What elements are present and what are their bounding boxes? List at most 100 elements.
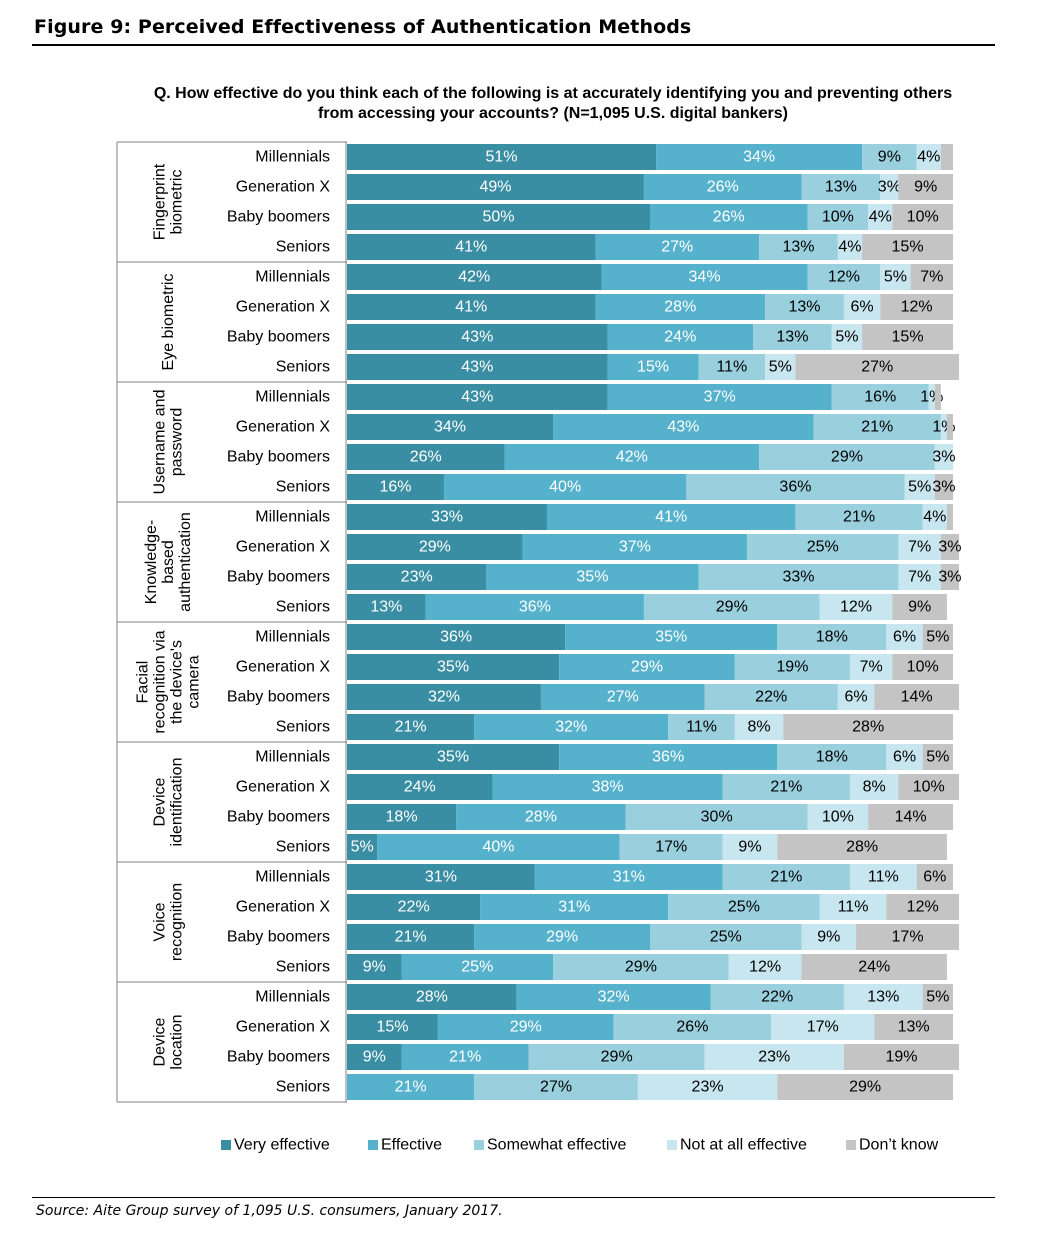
data-label: 16% bbox=[864, 389, 896, 406]
category-label: Seniors bbox=[276, 359, 330, 376]
data-label: 43% bbox=[461, 389, 493, 406]
data-label: 36% bbox=[779, 479, 811, 496]
legend-swatch bbox=[474, 1140, 484, 1150]
bar-segment bbox=[650, 924, 802, 950]
bar-segment bbox=[886, 744, 923, 770]
bar-segment bbox=[347, 384, 608, 410]
chart-question: Q. How effective do you think each of th… bbox=[153, 85, 953, 122]
bar-segment bbox=[347, 804, 457, 830]
data-label: 6% bbox=[851, 299, 874, 316]
data-label: 42% bbox=[616, 449, 648, 466]
data-label: 6% bbox=[893, 749, 916, 766]
bar-segment bbox=[474, 924, 650, 950]
bar-segment bbox=[759, 234, 838, 260]
bar-segment bbox=[849, 654, 893, 680]
bar-segment bbox=[940, 144, 953, 170]
bar-segment bbox=[637, 1074, 778, 1100]
bar-segment bbox=[553, 414, 814, 440]
bar-segment bbox=[892, 654, 953, 680]
data-label: 43% bbox=[461, 329, 493, 346]
bar-segment bbox=[765, 354, 796, 380]
bar-segment bbox=[347, 414, 554, 440]
data-label: 17% bbox=[655, 839, 687, 856]
data-label: 13% bbox=[370, 599, 402, 616]
group-label-line: location bbox=[169, 1014, 186, 1069]
bar-segment bbox=[504, 444, 760, 470]
bar-segment bbox=[777, 834, 947, 860]
bar-segment bbox=[347, 834, 378, 860]
bar-segment bbox=[874, 684, 960, 710]
data-label: 9% bbox=[817, 929, 840, 946]
bar-segment bbox=[650, 204, 808, 230]
group-label: Facialrecognition viathe device'scamera bbox=[135, 630, 203, 733]
data-label: 9% bbox=[914, 179, 937, 196]
bar-segment bbox=[765, 294, 844, 320]
data-label: 11% bbox=[686, 719, 717, 736]
data-label: 12% bbox=[828, 269, 860, 286]
data-label: 5% bbox=[908, 479, 931, 496]
category-label: Millennials bbox=[255, 269, 330, 286]
data-label: 14% bbox=[895, 809, 927, 826]
bar-segment bbox=[771, 1014, 875, 1040]
bar-segment bbox=[347, 954, 402, 980]
bar-segment bbox=[516, 984, 711, 1010]
data-label: 15% bbox=[892, 329, 924, 346]
data-label: 4% bbox=[838, 239, 861, 256]
data-label: 29% bbox=[631, 659, 663, 676]
figure-title: Figure 9: Perceived Effectiveness of Aut… bbox=[34, 16, 692, 38]
bar-segment bbox=[807, 264, 881, 290]
group-label-line: Facial bbox=[135, 661, 152, 704]
category-label: Baby boomers bbox=[227, 329, 330, 346]
bar-segment bbox=[759, 444, 935, 470]
legend-label: Somewhat effective bbox=[487, 1137, 626, 1154]
group-label: Username andpassword bbox=[152, 390, 186, 495]
category-label: Seniors bbox=[276, 239, 330, 256]
bar-segment bbox=[456, 804, 626, 830]
bar-segment bbox=[347, 234, 596, 260]
bar-segment bbox=[898, 174, 953, 200]
data-label: 13% bbox=[776, 329, 808, 346]
data-label: 13% bbox=[782, 239, 814, 256]
data-label: 34% bbox=[434, 419, 466, 436]
bar-segment bbox=[704, 684, 838, 710]
bar-segment bbox=[934, 384, 941, 410]
data-label: 3% bbox=[938, 569, 961, 586]
bar-segment bbox=[722, 864, 850, 890]
bar-segment bbox=[777, 1074, 953, 1100]
bar-segment bbox=[347, 444, 505, 470]
data-label: 37% bbox=[704, 389, 736, 406]
data-label: 36% bbox=[652, 749, 684, 766]
bar-segment bbox=[886, 624, 923, 650]
bar-segment bbox=[347, 504, 547, 530]
category-label: Millennials bbox=[255, 389, 330, 406]
category-label: Millennials bbox=[255, 629, 330, 646]
data-label: 21% bbox=[770, 869, 802, 886]
bar-segment bbox=[437, 1014, 614, 1040]
bar-segment bbox=[734, 714, 784, 740]
bar-segment bbox=[534, 864, 723, 890]
bar-segment bbox=[862, 234, 953, 260]
group-label-line: identification bbox=[169, 758, 186, 847]
data-label: 11% bbox=[838, 899, 869, 916]
category-label: Generation X bbox=[236, 899, 331, 916]
bar-segment bbox=[849, 864, 917, 890]
bar-segment bbox=[656, 144, 863, 170]
bar-segment bbox=[922, 624, 953, 650]
data-label: 19% bbox=[776, 659, 808, 676]
data-label: 6% bbox=[893, 629, 916, 646]
bar-segment bbox=[831, 384, 929, 410]
bar-segment bbox=[946, 414, 953, 440]
bar-segment bbox=[922, 984, 953, 1010]
bar-segment bbox=[347, 864, 535, 890]
bar-segment bbox=[347, 564, 487, 590]
bar-segment bbox=[807, 804, 869, 830]
bar-segment bbox=[849, 774, 899, 800]
data-label: 34% bbox=[689, 269, 721, 286]
bar-segment bbox=[880, 294, 953, 320]
data-label: 35% bbox=[655, 629, 687, 646]
bar-segment bbox=[922, 504, 947, 530]
data-label: 11% bbox=[868, 869, 899, 886]
bar-segment bbox=[922, 744, 953, 770]
bar-segment bbox=[347, 534, 523, 560]
bar-segment bbox=[347, 774, 493, 800]
